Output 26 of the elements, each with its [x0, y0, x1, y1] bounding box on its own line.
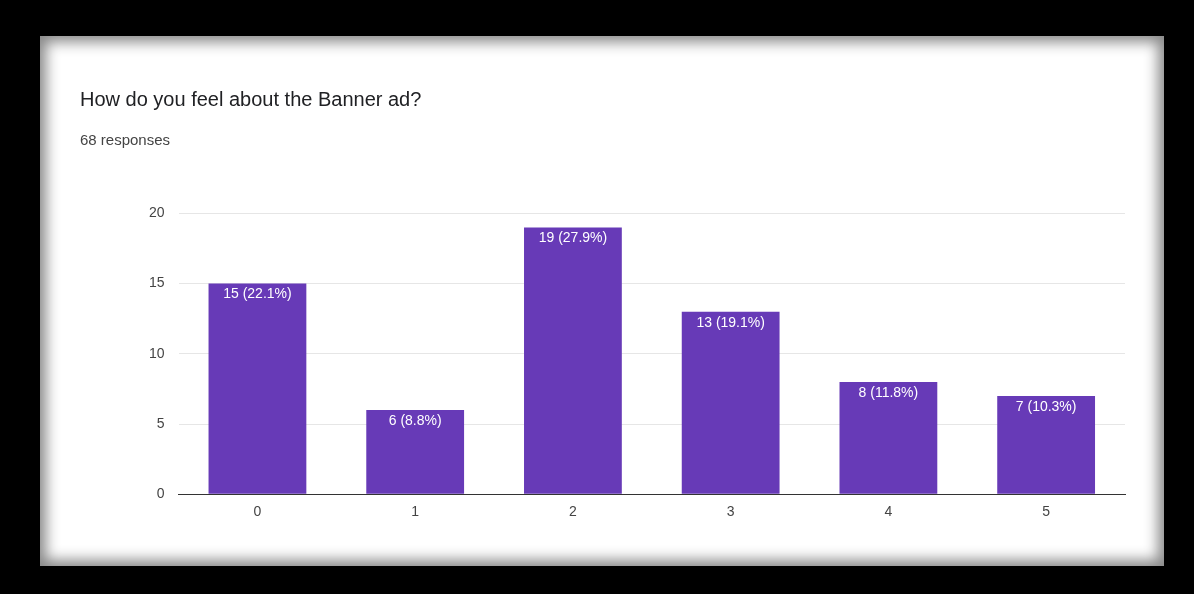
y-tick-label: 20 [148, 204, 165, 221]
bar [997, 395, 1096, 494]
y-tick-label: 10 [148, 344, 165, 361]
bar [366, 409, 465, 494]
x-tick-label: 0 [253, 503, 262, 520]
x-tick-label: 3 [726, 503, 735, 520]
data-label: 13 (19.1%) [696, 313, 765, 330]
bar [208, 283, 307, 494]
frame: How do you feel about the Banner ad? 68 responses 0 1 2 3 4 5 0 5 10 15 20 15 (22.1%) 6 (8.8%) 19 (27.9%) 13 (19.1%) 8 (11.8%) 7 (10.3%) [40, 36, 1164, 566]
data-label: 15 (22.1%) [223, 285, 292, 302]
chart-subtitle: 68 responses [80, 131, 171, 148]
bar [524, 227, 622, 494]
x-tick-label: 1 [411, 503, 420, 520]
data-label: 19 (27.9%) [538, 229, 608, 246]
y-tick-label: 5 [156, 414, 165, 431]
bar [681, 311, 780, 494]
x-tick-label: 2 [569, 503, 578, 520]
x-tick-label: 4 [884, 503, 893, 520]
data-label: 6 (8.8%) [388, 411, 442, 428]
bar [839, 381, 938, 494]
chart-title: How do you feel about the Banner ad? [80, 88, 422, 111]
y-tick-label: 15 [148, 274, 165, 291]
data-label: 8 (11.8%) [858, 383, 919, 400]
data-label: 7 (10.3%) [1015, 397, 1077, 414]
x-tick-label: 5 [1042, 503, 1051, 520]
y-tick-label: 0 [156, 485, 165, 502]
